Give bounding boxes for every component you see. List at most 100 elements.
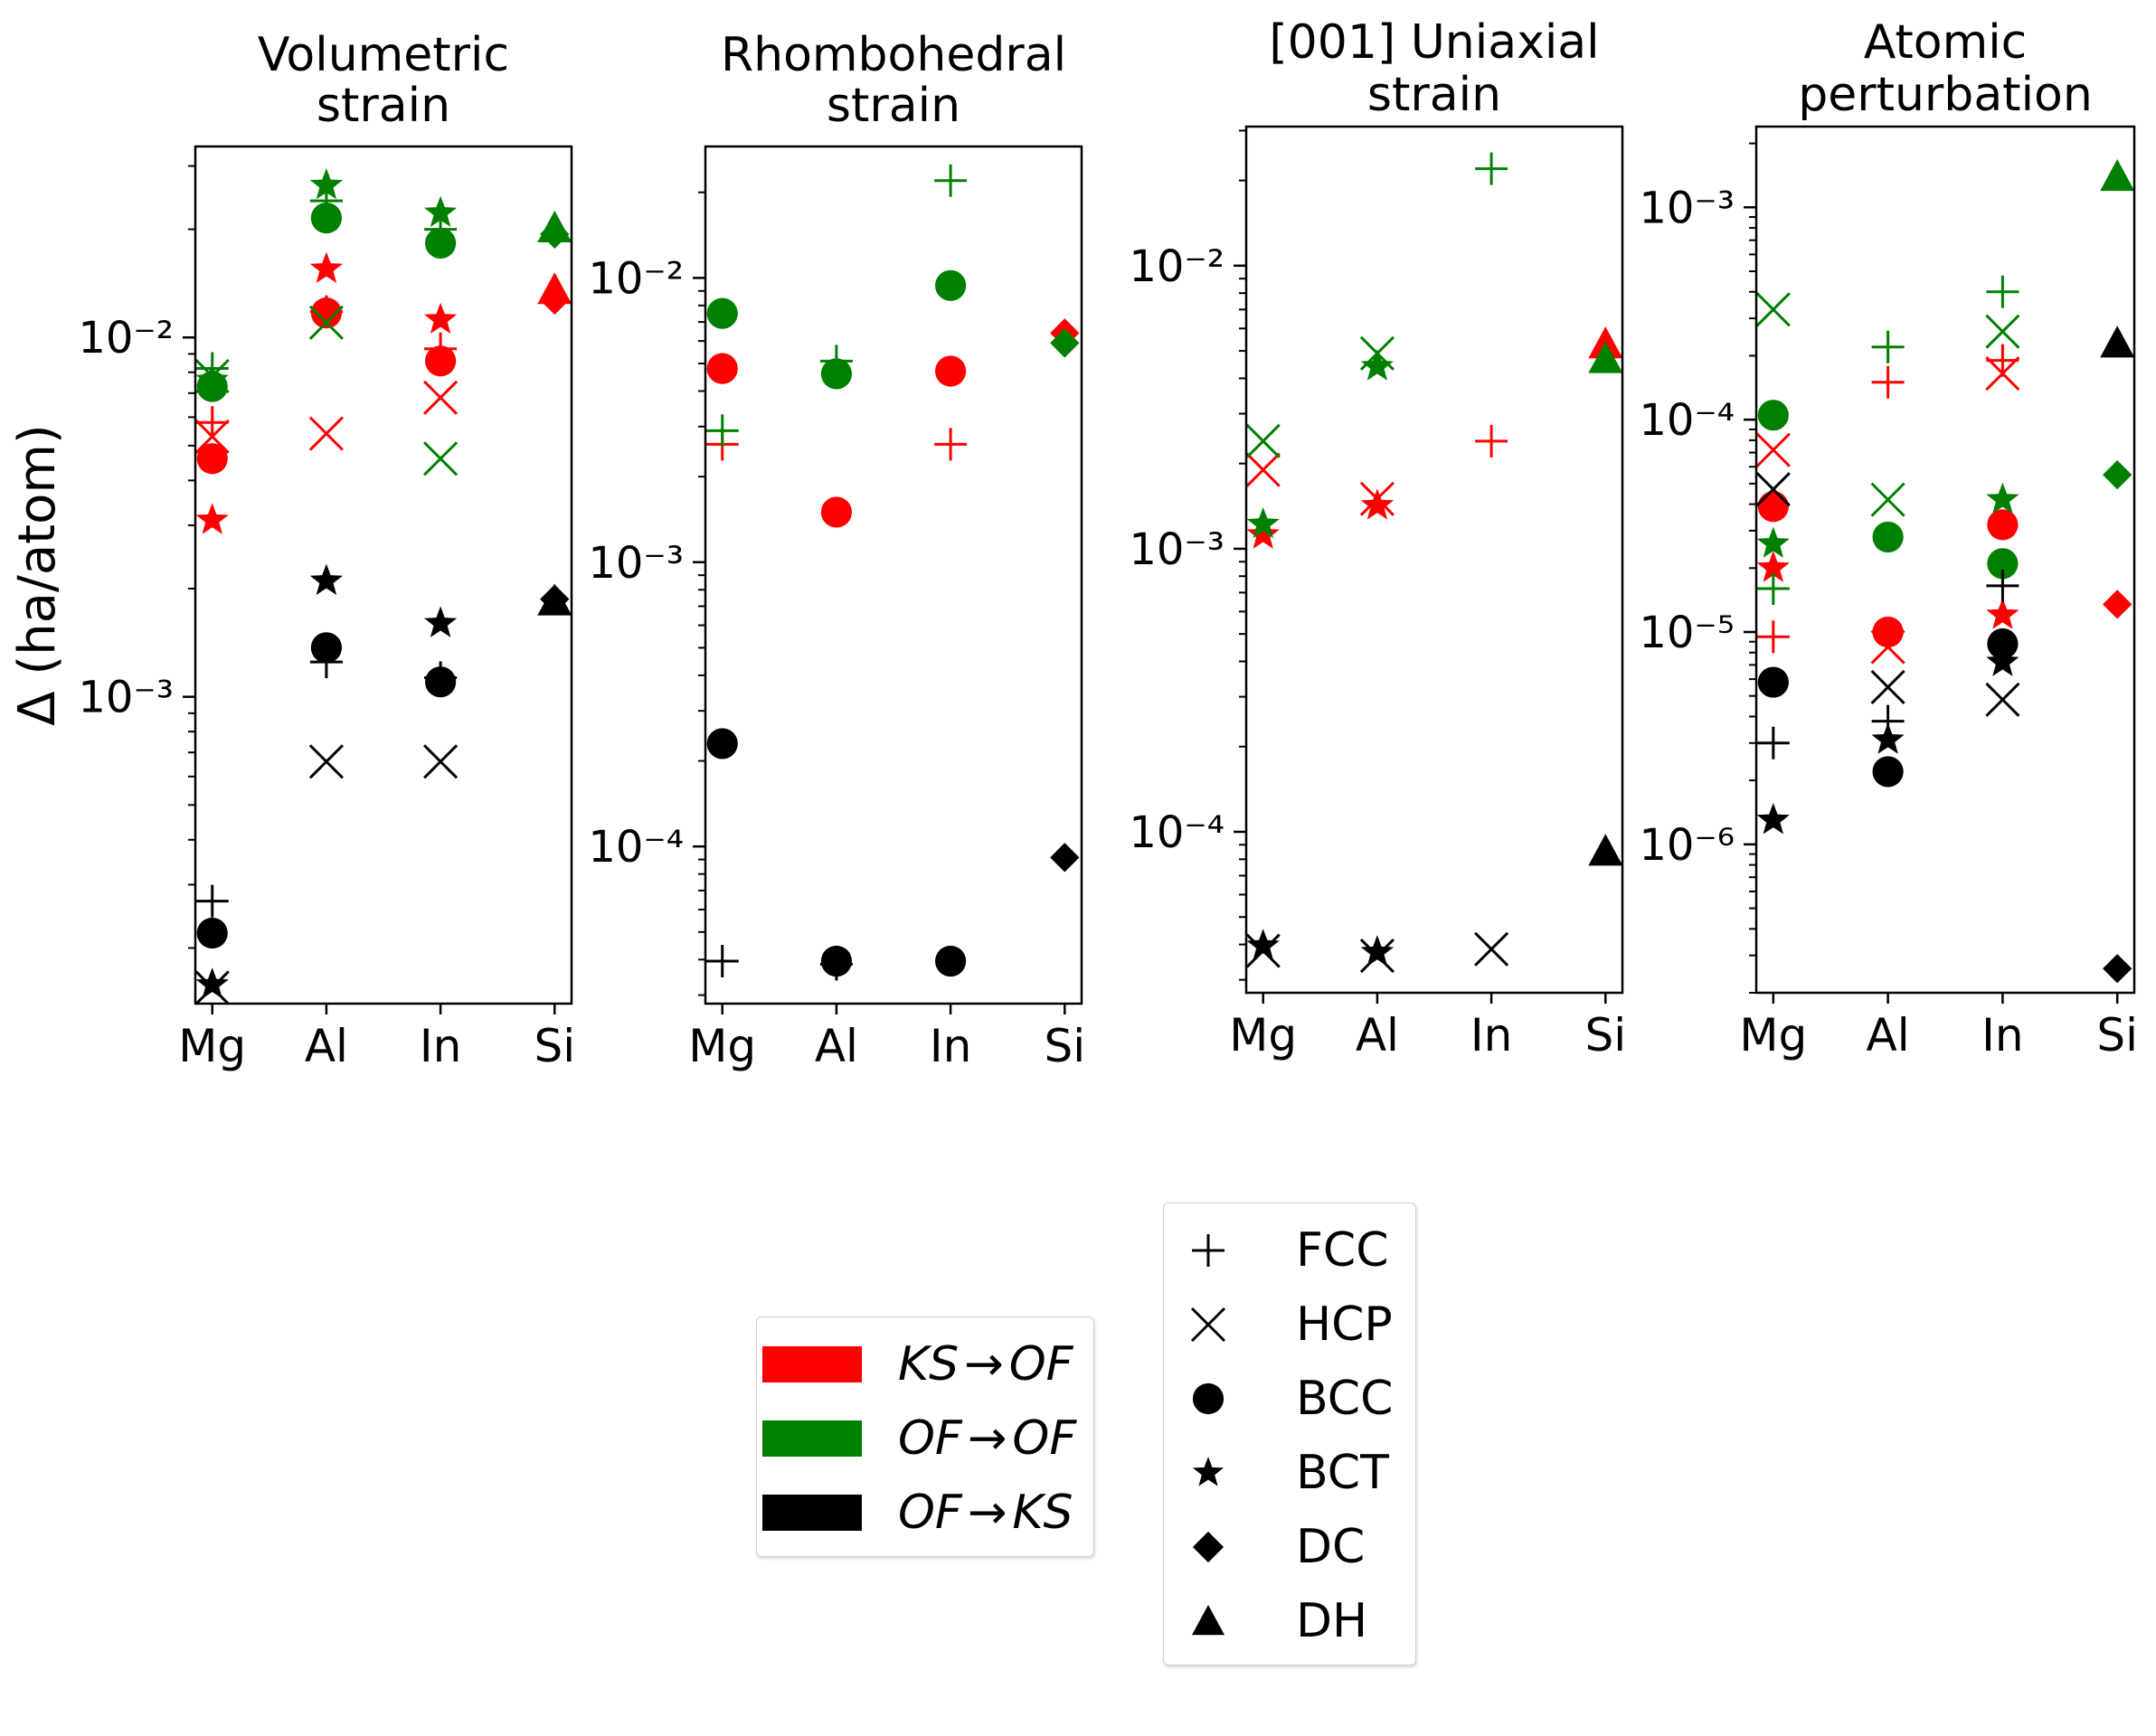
data-point-bcc (706, 728, 738, 760)
data-point-bct (1360, 488, 1394, 520)
x-tick-label: In (1470, 1009, 1512, 1061)
data-point-hcp (308, 416, 344, 451)
y-tick-label: 10⁻² (588, 253, 684, 304)
data-point-hcp (1870, 482, 1905, 517)
legend-entry-of-ks: OF → KS (762, 1486, 1073, 1540)
data-point-hcp (1870, 669, 1905, 705)
data-point-bct (309, 168, 343, 200)
data-point-bcc (424, 666, 457, 698)
data-point-fcc (1475, 152, 1508, 185)
data-point-bcc (310, 297, 343, 329)
data-point-fcc (1986, 344, 2019, 377)
legend-label-hcp: HCP (1296, 1297, 1393, 1352)
data-point-bcc (1987, 548, 2019, 580)
data-point-fcc (705, 414, 739, 448)
legend-swatch-black (762, 1495, 862, 1531)
data-point-hcp (1474, 931, 1509, 967)
data-point-bcc (1757, 491, 1789, 523)
data-point-dc (2103, 590, 2132, 619)
legend-entry-of-of: OF → OF (762, 1411, 1076, 1466)
data-point-fcc (1756, 726, 1790, 760)
x-tick-label: Al (305, 1020, 348, 1072)
data-point-bcc (196, 443, 228, 475)
data-point-bct (1986, 645, 2019, 676)
legend-label-ks-of: KS → OF (898, 1337, 1073, 1392)
legend-marker-triangle (1192, 1605, 1225, 1636)
data-point-fcc (1986, 569, 2019, 602)
legend-entry-hcp: HCP (1184, 1297, 1393, 1352)
data-point-fcc (705, 945, 739, 978)
axes-frame (1244, 125, 1624, 995)
data-point-hcp (194, 419, 230, 454)
data-point-bct (1986, 482, 2019, 514)
y-tick-label: 10⁻³ (588, 538, 684, 589)
x-tick-label: In (930, 1020, 971, 1072)
data-point-fcc (934, 164, 968, 197)
data-point-dh (537, 272, 572, 305)
data-point-bct (1986, 598, 2019, 629)
data-point-bct (309, 563, 343, 595)
star-marker-icon (1192, 1457, 1225, 1486)
x-tick-label: Al (815, 1020, 858, 1072)
legend-entry-dc: DC (1184, 1520, 1365, 1574)
data-point-bct (424, 606, 458, 637)
data-point-bcc (820, 358, 853, 390)
data-point-bct (424, 195, 458, 227)
data-point-bcc (934, 355, 967, 387)
data-point-fcc (1756, 620, 1790, 654)
data-point-dc (2103, 954, 2132, 984)
data-point-dc (2103, 459, 2132, 490)
data-point-hcp (1985, 314, 2020, 349)
data-point-bcc (310, 632, 343, 664)
data-point-fcc (934, 428, 968, 461)
legend-label-dh: DH (1296, 1594, 1368, 1648)
data-point-bcc (1987, 627, 2019, 660)
data-point-hcp (423, 744, 459, 779)
y-tick-label: 10⁻⁵ (1639, 608, 1735, 658)
y-tick-label: 10⁻⁴ (1639, 395, 1735, 446)
x-tick-label: Si (534, 1020, 575, 1072)
x-tick-label: Si (1044, 1020, 1085, 1072)
data-point-dh (1588, 834, 1623, 866)
axes-frame (194, 145, 573, 1005)
data-point-fcc (1871, 330, 1905, 363)
data-point-bct (195, 363, 229, 394)
data-point-fcc (195, 406, 229, 439)
data-point-fcc (1871, 365, 1905, 399)
panel-title: strain (827, 79, 960, 133)
legend-label-of-ks: OF → KS (898, 1486, 1073, 1540)
legend-swatch-red (762, 1346, 862, 1382)
x-tick-label: Si (1584, 1009, 1626, 1061)
data-point-bct (1756, 526, 1790, 558)
data-point-bcc (424, 227, 457, 259)
legend-label-bcc: BCC (1296, 1372, 1394, 1426)
data-point-bct (1246, 506, 1280, 539)
circle-marker-icon (1192, 1382, 1225, 1415)
data-point-bct (424, 302, 458, 334)
data-point-dc (1050, 328, 1080, 358)
panel-title: Volumetric (258, 28, 509, 82)
diamond-marker-icon (1192, 1531, 1225, 1563)
axes-frame (1754, 125, 2136, 995)
data-point-bcc (1757, 666, 1789, 698)
y-axis-label: Δ (ha/atom) (8, 424, 67, 726)
legend-marker-circle (1192, 1382, 1225, 1415)
series-legend: KS → OF OF → OF OF → KS (756, 1316, 1094, 1557)
data-point-hcp (423, 441, 459, 476)
y-tick-label: 10⁻² (78, 313, 174, 363)
data-point-bcc (424, 345, 457, 377)
data-point-bcc (820, 945, 853, 977)
y-tick-label: 10⁻⁶ (1639, 820, 1735, 871)
legend-entry-fcc: FCC (1184, 1223, 1389, 1278)
data-point-bct (195, 503, 229, 534)
x-tick-label: Al (1356, 1009, 1399, 1061)
data-point-dh (537, 210, 572, 243)
data-point-bcc (1987, 509, 2019, 541)
legend-entry-ks-of: KS → OF (762, 1337, 1073, 1392)
legend-marker-x (1190, 1307, 1226, 1343)
data-point-bct (309, 251, 343, 283)
data-point-dc (1050, 843, 1080, 873)
